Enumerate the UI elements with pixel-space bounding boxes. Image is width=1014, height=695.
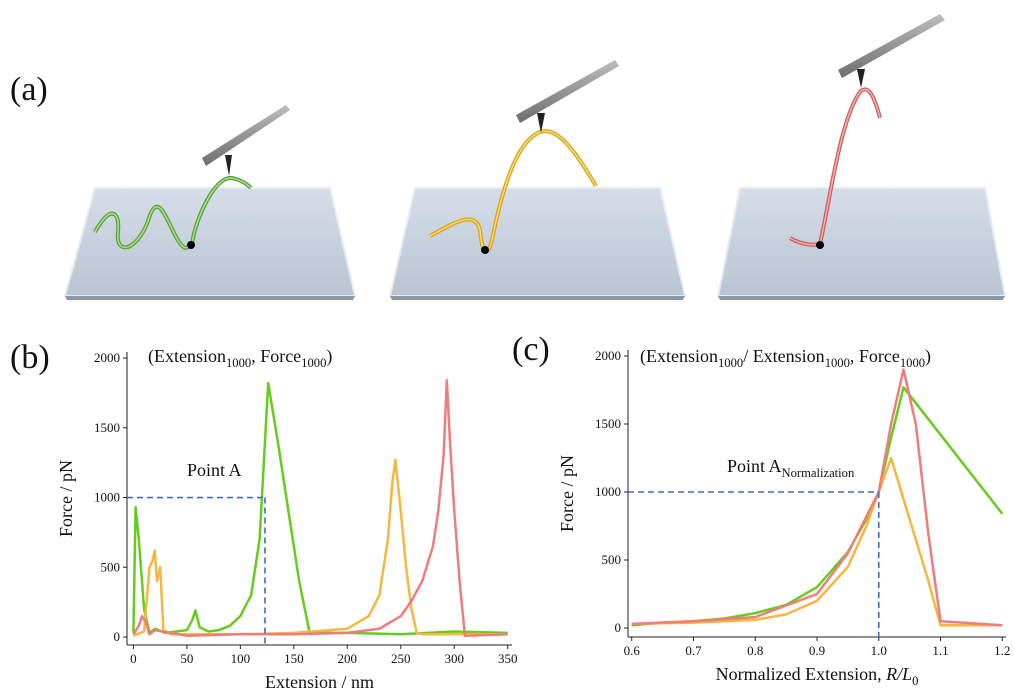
y-tick-label: 2000 (595, 348, 621, 363)
y-axis-label: Force / pN (557, 455, 577, 532)
x-tick-label: 50 (180, 651, 193, 666)
text-part: ) (326, 346, 332, 367)
series-line (631, 456, 1003, 627)
x-axis-label: Normalized Extension, R/L0 (716, 664, 919, 688)
x-tick-label: 1.0 (871, 643, 887, 658)
text-part: (Extension (640, 346, 718, 367)
point-label: Point A (187, 460, 242, 480)
x-tick-label: 100 (231, 651, 251, 666)
x-tick-label: 0.9 (809, 643, 825, 658)
y-axis-label: Force / pN (56, 460, 76, 537)
text-part: 1000 (825, 356, 850, 370)
y-tick-label: 500 (602, 552, 622, 567)
series-line (631, 386, 1004, 627)
y-tick-label: 1000 (94, 490, 120, 505)
y-tick-label: 0 (114, 629, 121, 644)
x-tick-label: 1.2 (994, 643, 1010, 658)
point-label: Point ANormalization (727, 456, 855, 480)
text-part: (Extension (148, 346, 226, 367)
text-part: Normalization (782, 466, 855, 480)
y-tick-label: 1500 (595, 416, 621, 431)
text-part: Point A (187, 460, 242, 480)
panel-label: (c) (512, 331, 550, 368)
annotation: (Extension1000/ Extension1000, Force1000… (640, 346, 931, 370)
text-part: 1000 (226, 356, 251, 370)
y-tick-label: 1500 (94, 420, 120, 435)
x-tick-label: 300 (445, 651, 465, 666)
series-line (132, 381, 508, 636)
series-line (132, 379, 508, 637)
illustration (63, 14, 1007, 300)
x-tick-label: 200 (338, 651, 358, 666)
x-tick-label: 1.1 (932, 643, 948, 658)
y-tick-label: 2000 (94, 350, 120, 365)
x-tick-label: 0.7 (685, 643, 702, 658)
x-axis-label: Extension / nm (265, 672, 374, 692)
x-tick-label: 0.8 (747, 643, 763, 658)
x-tick-label: 250 (391, 651, 411, 666)
x-tick-label: 150 (284, 651, 304, 666)
panel-label: (b) (10, 339, 50, 376)
text-part: 1000 (301, 356, 326, 370)
x-tick-label: 0.6 (624, 643, 641, 658)
text-part: , Force (850, 346, 900, 366)
x-tick-label: 0 (130, 651, 137, 666)
text-part: , Force (251, 346, 301, 366)
text-part: / Extension (743, 346, 825, 366)
text-part: Normalized Extension, (716, 664, 886, 684)
text-part: R/L (885, 664, 912, 684)
series-line (631, 368, 1003, 627)
text-part: Extension / nm (265, 672, 374, 692)
y-tick-label: 1000 (595, 484, 621, 499)
annotation: (Extension1000, Force1000) (148, 346, 332, 370)
text-part: Point A (727, 456, 782, 476)
x-tick-label: 350 (498, 651, 518, 666)
text-part: 1000 (900, 356, 925, 370)
series-line (132, 458, 508, 637)
y-tick-label: 500 (101, 559, 121, 574)
text-part: ) (925, 346, 931, 367)
panel-label: (a) (10, 71, 48, 108)
text-part: 1000 (718, 356, 743, 370)
y-tick-label: 0 (615, 620, 622, 635)
text-part: 0 (912, 674, 918, 688)
